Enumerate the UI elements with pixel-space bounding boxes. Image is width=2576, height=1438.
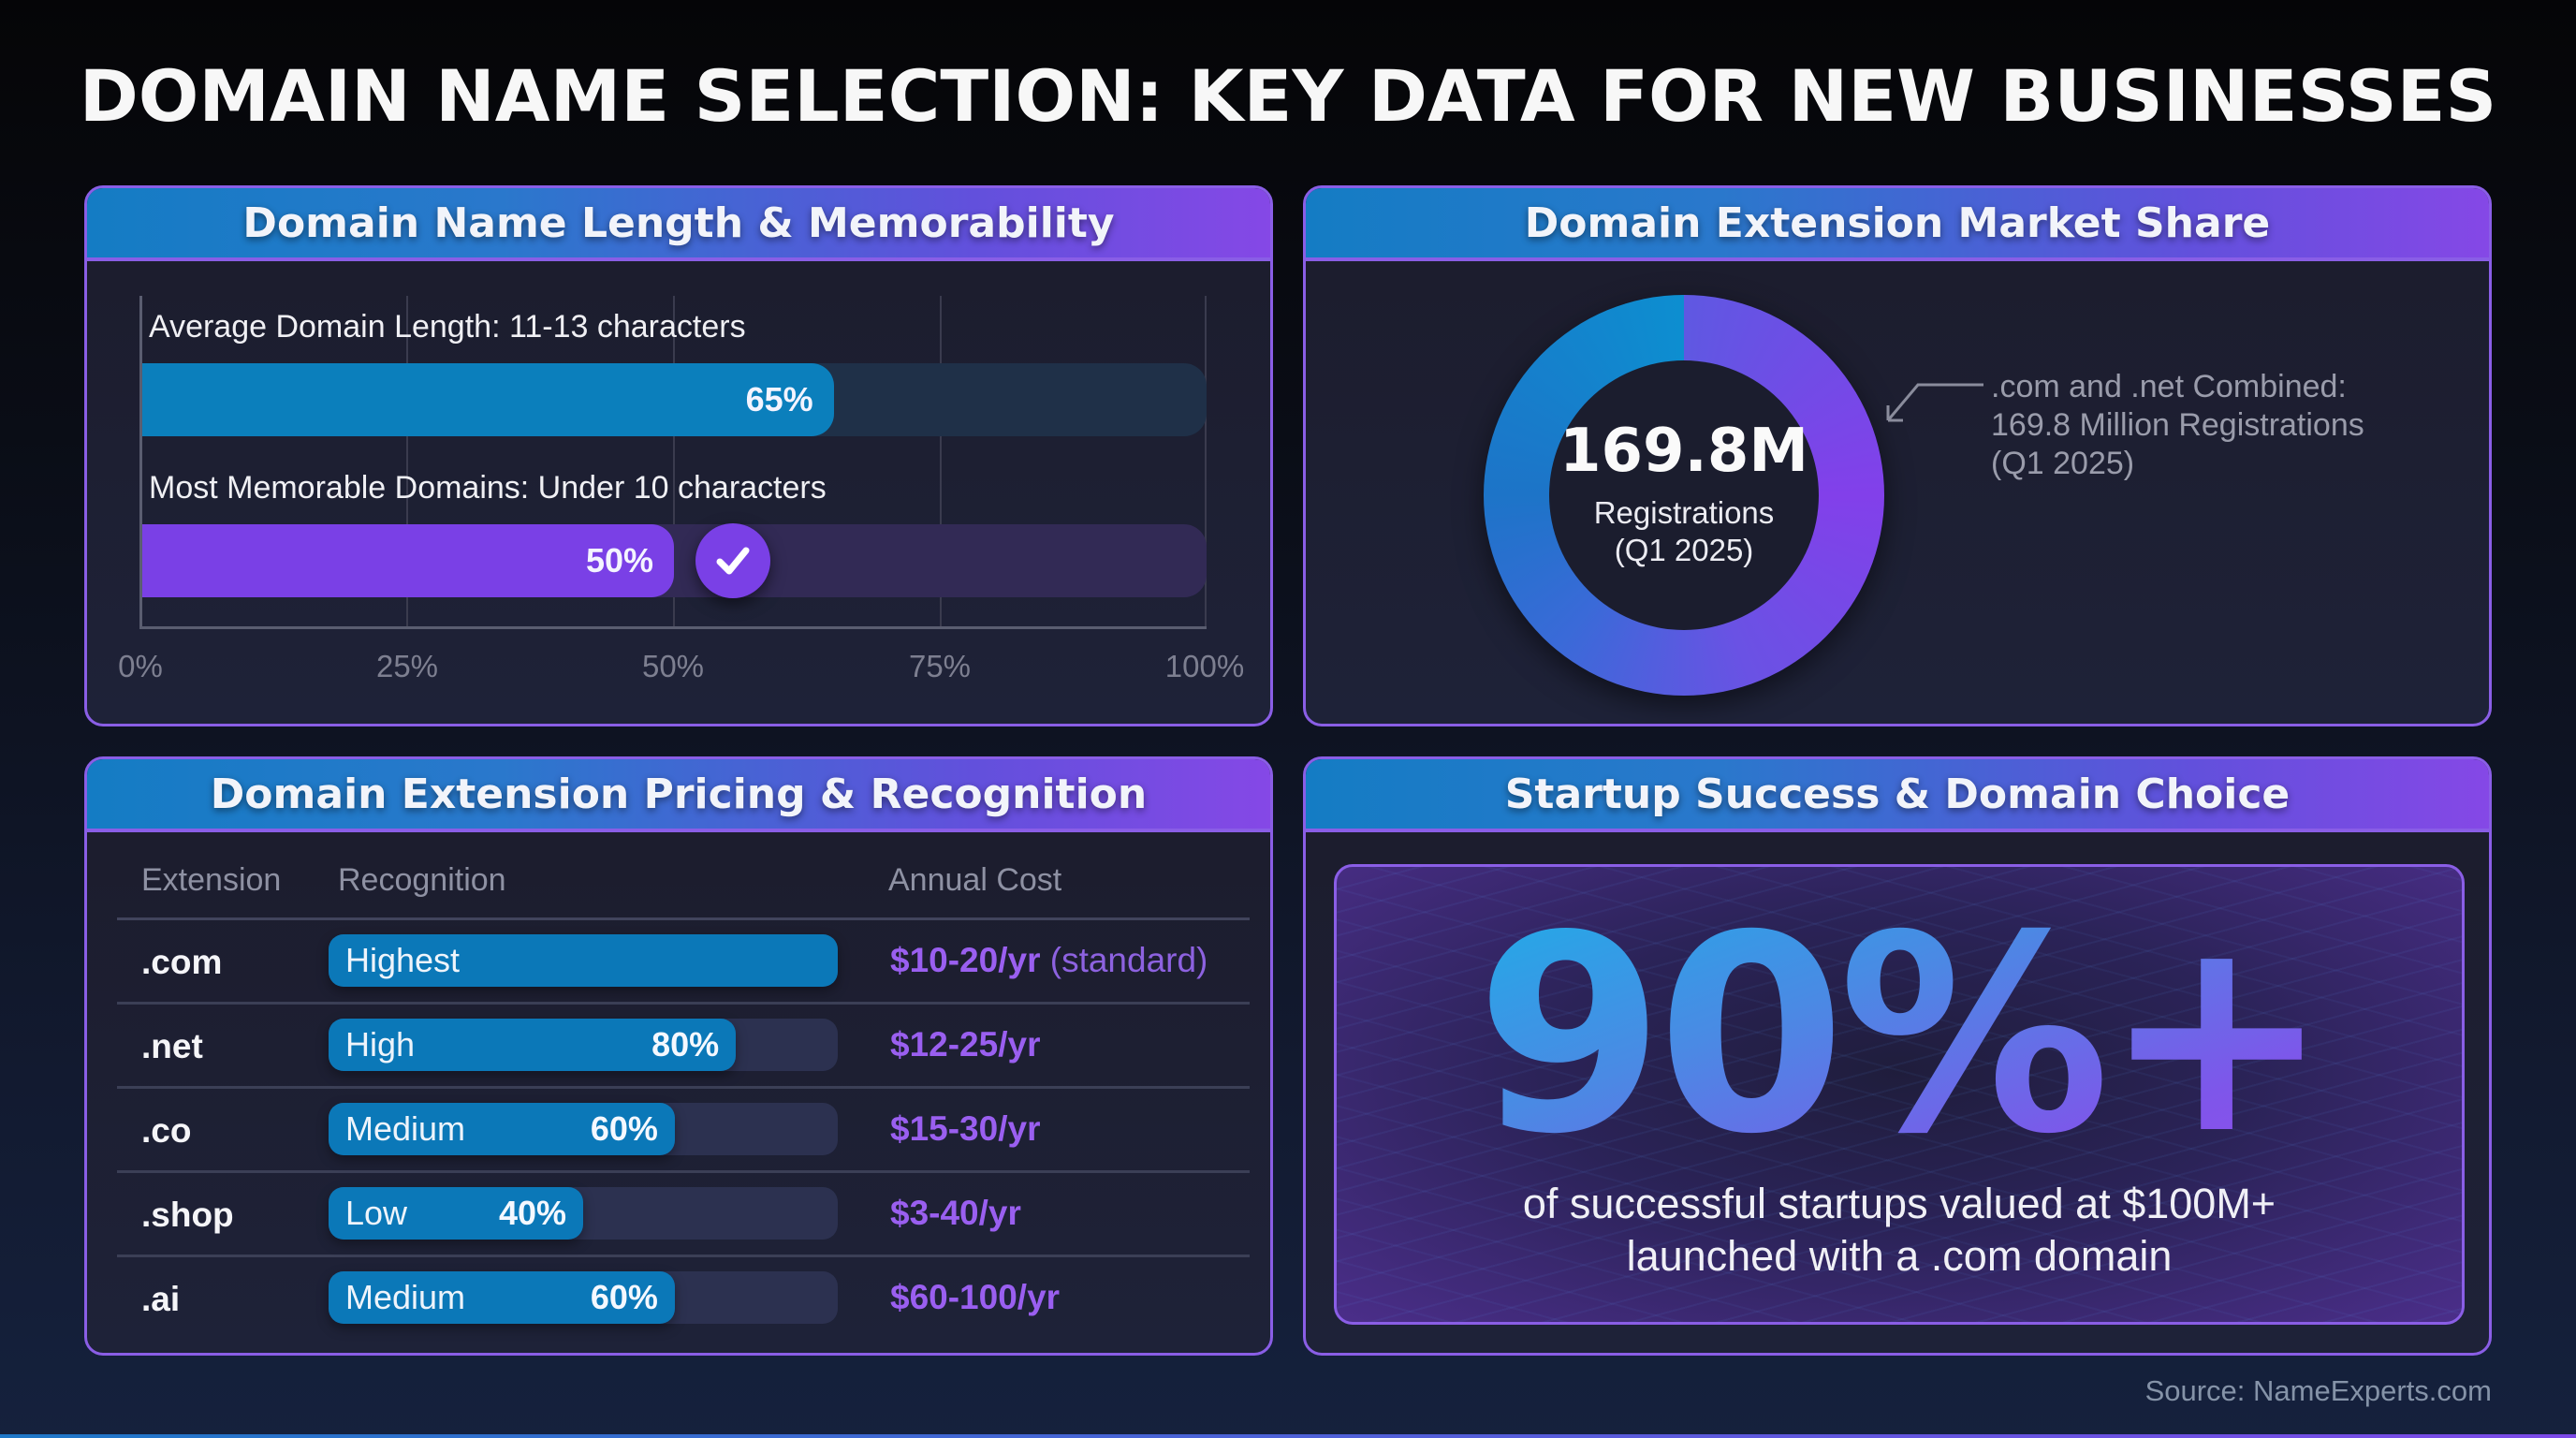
donut-center: 169.8M Registrations (Q1 2025)	[1549, 360, 1819, 630]
cost-cell: $15-30/yr	[890, 1109, 1041, 1148]
callout-line: 169.8 Million Registrations	[1991, 407, 2364, 443]
header-recognition: Recognition	[338, 862, 506, 898]
cost-note: (standard)	[1049, 941, 1208, 979]
extension-cell: .ai	[141, 1280, 181, 1318]
table-header: Extension Recognition Annual Cost	[117, 853, 1250, 920]
cost-cell: $3-40/yr	[890, 1194, 1021, 1232]
gridline-100	[1205, 296, 1207, 629]
recognition-fill: Low 40%	[329, 1187, 583, 1240]
recognition-level: Medium	[345, 1278, 466, 1316]
header-extension: Extension	[141, 862, 282, 898]
cost-cell: $60-100/yr	[890, 1278, 1061, 1316]
x-tick: 100%	[1164, 649, 1245, 683]
length-memorability-panel: Domain Name Length & Memorability Averag…	[84, 185, 1273, 726]
gridline-50	[673, 296, 675, 629]
recognition-level: Low	[345, 1194, 408, 1232]
recognition-bar: Medium 60%	[329, 1103, 838, 1155]
callout-arrow-icon	[1886, 383, 1983, 422]
panel-title: Domain Extension Market Share	[1524, 198, 2271, 247]
recognition-bar: Highest	[329, 934, 838, 987]
check-icon	[695, 523, 770, 598]
recognition-pct: 80%	[651, 1025, 720, 1064]
hero-caption: of successful startups valued at $100M+ …	[1337, 1178, 2462, 1283]
bar-value: 65%	[745, 380, 813, 418]
pricing-table: Extension Recognition Annual Cost .com H…	[117, 853, 1250, 1342]
extension-cell: .com	[141, 943, 223, 981]
y-axis	[139, 296, 142, 629]
table-row: .ai Medium 60% $60-100/yr	[117, 1257, 1250, 1342]
bar-label-avg-length: Average Domain Length: 11-13 characters	[149, 309, 746, 345]
caption-line: of successful startups valued at $100M+	[1522, 1180, 2276, 1227]
panel-header: Domain Name Length & Memorability	[87, 188, 1270, 261]
background-streaks	[1337, 867, 2462, 1322]
pricing-recognition-panel: Domain Extension Pricing & Recognition E…	[84, 756, 1273, 1356]
panel-title: Domain Extension Pricing & Recognition	[210, 770, 1148, 818]
bar-value: 50%	[585, 541, 653, 580]
market-share-panel: Domain Extension Market Share 169.8M Reg…	[1303, 185, 2492, 726]
cost-value: $10-20/yr	[890, 941, 1041, 979]
source-citation: Source: NameExperts.com	[2144, 1374, 2492, 1407]
recognition-bar: Medium 60%	[329, 1271, 838, 1324]
bar-track: 65%	[141, 363, 1207, 436]
recognition-pct: 40%	[498, 1194, 566, 1232]
callout-annotation: .com and .net Combined: 169.8 Million Re…	[1991, 368, 2364, 483]
recognition-level: High	[345, 1025, 416, 1064]
bar-memorable: 50%	[141, 524, 674, 597]
recognition-fill: Highest	[329, 934, 838, 987]
bottom-accent-line	[0, 1434, 2576, 1438]
callout-line: (Q1 2025)	[1991, 446, 2135, 481]
hero-number: 90%+	[1337, 901, 2462, 1172]
header-cost: Annual Cost	[888, 862, 1062, 898]
panel-header: Domain Extension Market Share	[1306, 188, 2489, 261]
x-tick: 75%	[908, 649, 972, 683]
panel-title: Domain Name Length & Memorability	[242, 198, 1115, 247]
table-row: .co Medium 60% $15-30/yr	[117, 1089, 1250, 1173]
recognition-bar: Low 40%	[329, 1187, 838, 1240]
x-tick: 50%	[641, 649, 705, 683]
x-tick: 25%	[375, 649, 439, 683]
recognition-level: Medium	[345, 1109, 466, 1148]
extension-cell: .shop	[141, 1196, 234, 1234]
recognition-fill: Medium 60%	[329, 1103, 675, 1155]
page-title: DOMAIN NAME SELECTION: KEY DATA FOR NEW …	[79, 54, 2497, 138]
recognition-pct: 60%	[590, 1278, 658, 1316]
donut-chart: 169.8M Registrations (Q1 2025)	[1484, 295, 1884, 696]
donut-value: 169.8M	[1559, 417, 1809, 487]
table-row: .shop Low 40% $3-40/yr	[117, 1173, 1250, 1257]
gridline-25	[406, 296, 408, 629]
x-axis	[139, 626, 1207, 629]
recognition-pct: 60%	[590, 1109, 658, 1148]
recognition-fill: High 80%	[329, 1019, 737, 1071]
bar-avg-length: 65%	[141, 363, 834, 436]
donut-period: (Q1 2025)	[1614, 533, 1754, 567]
callout-line: .com and .net Combined:	[1991, 369, 2347, 404]
cost-cell: $12-25/yr	[890, 1025, 1041, 1064]
hero-stat-card: 90%+ of successful startups valued at $1…	[1334, 864, 2465, 1325]
x-tick: 0%	[118, 649, 163, 683]
bar-chart: Average Domain Length: 11-13 characters …	[139, 296, 1207, 629]
recognition-level: Highest	[345, 941, 461, 979]
cost-cell: $10-20/yr (standard)	[890, 941, 1208, 980]
extension-cell: .co	[141, 1111, 192, 1150]
panel-header: Domain Extension Pricing & Recognition	[87, 759, 1270, 832]
table-row: .net High 80% $12-25/yr	[117, 1005, 1250, 1089]
startup-success-panel: Startup Success & Domain Choice 90%+ of …	[1303, 756, 2492, 1356]
extension-cell: .net	[141, 1027, 203, 1065]
recognition-fill: Medium 60%	[329, 1271, 675, 1324]
caption-line: launched with a .com domain	[1626, 1232, 2173, 1280]
panel-title: Startup Success & Domain Choice	[1504, 770, 2291, 818]
table-row: .com Highest $10-20/yr (standard)	[117, 920, 1250, 1005]
panel-header: Startup Success & Domain Choice	[1306, 759, 2489, 832]
bar-track: 50%	[141, 523, 1207, 598]
bar-label-memorable: Most Memorable Domains: Under 10 charact…	[149, 470, 827, 506]
recognition-bar: High 80%	[329, 1019, 838, 1071]
donut-label: Registrations	[1593, 495, 1775, 531]
gridline-75	[940, 296, 942, 629]
